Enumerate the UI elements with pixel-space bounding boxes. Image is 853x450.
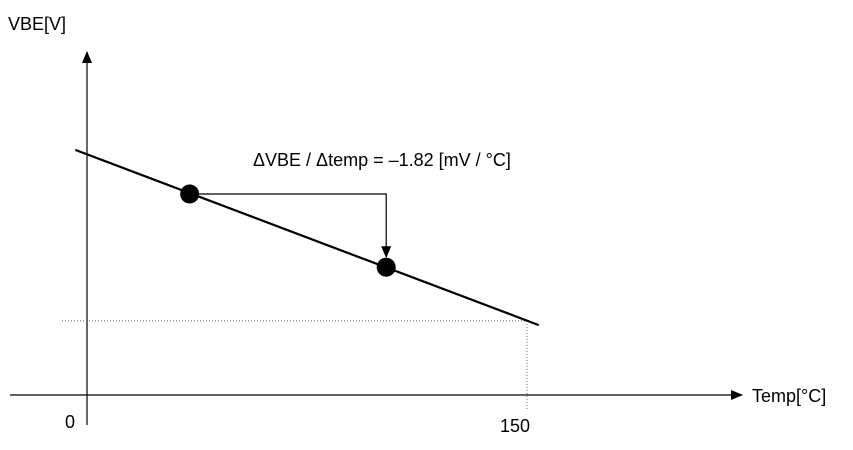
x-tick-label-150: 150 — [500, 416, 530, 436]
y-axis-label: VBE[V] — [8, 14, 66, 34]
data-point — [376, 257, 396, 277]
data-point — [180, 184, 200, 204]
x-axis-label: Temp[°C] — [752, 386, 826, 406]
x-tick-label-0: 0 — [65, 412, 75, 432]
slope-annotation: ΔVBE / Δtemp = –1.82 [mV / °C] — [253, 150, 511, 170]
delta-connector-arrow — [189, 193, 392, 259]
series-line — [74, 148, 540, 327]
